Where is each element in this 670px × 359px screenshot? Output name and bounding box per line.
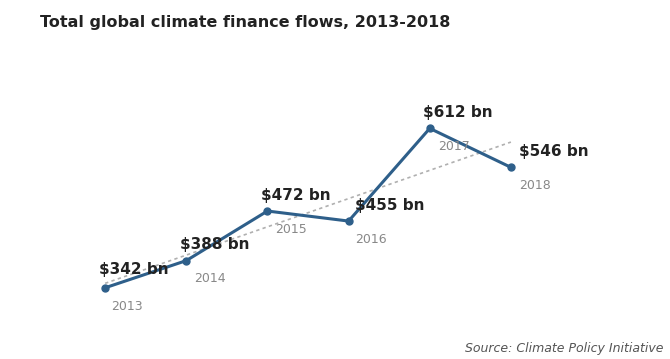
Text: 2016: 2016 [355,233,387,246]
Text: $455 bn: $455 bn [355,198,425,213]
Text: Source: Climate Policy Initiative: Source: Climate Policy Initiative [465,342,663,355]
Text: 2018: 2018 [519,179,551,192]
Text: $472 bn: $472 bn [261,188,330,203]
Text: Total global climate finance flows, 2013-2018: Total global climate finance flows, 2013… [40,15,450,30]
Text: $612 bn: $612 bn [423,105,493,120]
Text: 2015: 2015 [275,223,308,236]
Text: $342 bn: $342 bn [98,262,168,277]
Text: $388 bn: $388 bn [180,237,249,252]
Text: $546 bn: $546 bn [519,144,589,159]
Text: 2014: 2014 [194,272,226,285]
Text: 2017: 2017 [438,140,470,153]
Text: 2013: 2013 [112,299,143,313]
